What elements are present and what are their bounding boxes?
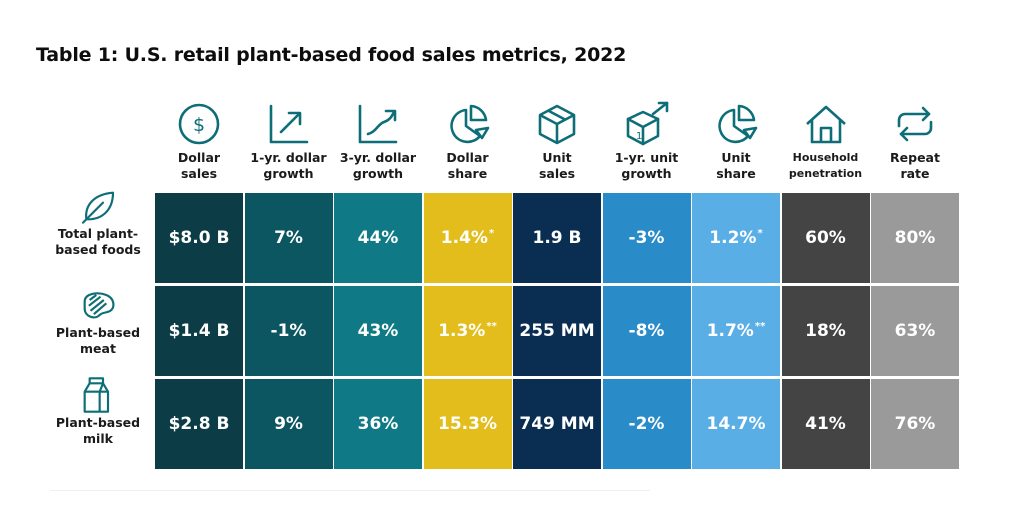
table-cell: 7% <box>244 193 333 283</box>
table-cell: 1.3% ** <box>423 286 512 376</box>
table-cell: -1% <box>244 286 333 376</box>
column-header: 3-yr. dollar growth <box>334 100 422 182</box>
cell-value: -8% <box>628 321 665 341</box>
cell-footnote-marker: ** <box>486 320 497 332</box>
column-header: Dollar share <box>424 100 512 182</box>
table-cell: -2% <box>602 379 691 469</box>
box-arrow-icon: 1 <box>623 100 671 148</box>
table-cell: 1.9 B <box>513 193 601 283</box>
table-cell: 15.3% <box>423 379 512 469</box>
cell-value: $2.8 B <box>168 414 230 434</box>
table-cell: $8.0 B <box>155 193 243 283</box>
table-cell: 749 MM <box>513 379 601 469</box>
cell-value: 1.9 B <box>532 228 582 248</box>
cell-value: 1.2% <box>709 228 757 248</box>
row-label: Plant-based meat <box>55 325 141 356</box>
table-cell: 9% <box>244 379 333 469</box>
growth-curve-icon <box>354 100 402 148</box>
table-cell: 43% <box>334 286 422 376</box>
column-header-label: Dollar sales <box>177 150 221 181</box>
column-header: 1-yr. dollar growth <box>245 100 333 182</box>
pie-chart-icon <box>444 100 492 148</box>
svg-text:1: 1 <box>636 131 642 142</box>
cell-value: 1.4% <box>440 228 488 248</box>
table-cell: 255 MM <box>513 286 601 376</box>
column-header-label: 1-yr. unit growth <box>614 150 679 181</box>
leaf-icon <box>78 186 118 226</box>
column-header-label: 1-yr. dollar growth <box>250 150 327 181</box>
table-cell: -8% <box>602 286 691 376</box>
table-title: Table 1: U.S. retail plant-based food sa… <box>36 44 627 66</box>
column-header-label: Repeat rate <box>890 150 940 181</box>
cell-value: 43% <box>357 321 399 341</box>
column-header-label: Household penetration <box>788 151 863 180</box>
box-icon <box>533 100 581 148</box>
row-label: Total plant- based foods <box>55 226 141 257</box>
cell-footnote-marker: * <box>757 227 763 239</box>
cell-value: 15.3% <box>438 414 497 434</box>
cell-value: 63% <box>894 321 936 341</box>
cell-value: $8.0 B <box>168 228 230 248</box>
column-header-label: Unit share <box>716 150 756 181</box>
metrics-grid: $8.0 B 7% 44% 1.4% * 1.9 B -3% 1.2% * 60% 80% $1.4 … <box>155 193 959 469</box>
table-cell: 18% <box>781 286 870 376</box>
cell-value: 18% <box>805 321 846 341</box>
cell-value: -1% <box>270 321 307 341</box>
column-header: Unit sales <box>513 100 601 182</box>
house-icon <box>802 100 850 148</box>
cell-value: 36% <box>357 414 399 434</box>
cell-value: 749 MM <box>519 414 595 434</box>
cell-value: 1.7% <box>706 321 754 341</box>
column-header: Household penetration <box>782 100 870 182</box>
svg-text:$: $ <box>193 114 205 136</box>
dollar-coin-icon: $ <box>175 100 223 148</box>
column-header-label: Dollar share <box>446 150 489 181</box>
table-cell: $1.4 B <box>155 286 243 376</box>
footnote-divider <box>50 490 650 491</box>
cell-footnote-marker: ** <box>754 320 766 332</box>
table-cell: 1.4% * <box>423 193 512 283</box>
table-cell: -3% <box>602 193 691 283</box>
column-header-label: Unit sales <box>538 150 576 181</box>
cell-value: 60% <box>805 228 846 248</box>
pie-chart-icon <box>712 100 760 148</box>
cell-value: -2% <box>628 414 665 434</box>
column-header-label: 3-yr. dollar growth <box>339 150 417 181</box>
table-cell: 14.7% <box>692 379 780 469</box>
column-header: Unit share <box>692 100 780 182</box>
table-cell: 1.7% ** <box>692 286 780 376</box>
table-cell: 44% <box>334 193 422 283</box>
table-cell: 63% <box>871 286 959 376</box>
cell-value: 7% <box>274 228 303 248</box>
cell-value: 9% <box>274 414 303 434</box>
column-header: 1 1-yr. unit growth <box>603 100 691 182</box>
repeat-icon <box>891 100 939 148</box>
cell-value: 14.7% <box>706 414 766 434</box>
column-header: $ Dollar sales <box>155 100 243 182</box>
column-header: Repeat rate <box>871 100 959 182</box>
steak-icon <box>78 285 118 325</box>
row-header: Plant-based meat <box>48 285 148 357</box>
milk-carton-icon <box>78 375 118 415</box>
cell-value: 255 MM <box>519 321 595 341</box>
table-cell: 36% <box>334 379 422 469</box>
cell-value: 1.3% <box>438 321 486 341</box>
table-cell: 76% <box>871 379 959 469</box>
growth-arrow-icon <box>265 100 313 148</box>
cell-value: $1.4 B <box>168 321 230 341</box>
table-cell: 41% <box>781 379 870 469</box>
cell-value: 80% <box>894 228 936 248</box>
row-header: Total plant- based foods <box>48 186 148 258</box>
table-cell: 80% <box>871 193 959 283</box>
cell-value: 44% <box>357 228 399 248</box>
row-header: Plant-based milk <box>48 375 148 447</box>
cell-value: -3% <box>628 228 665 248</box>
cell-value: 41% <box>805 414 846 434</box>
table-cell: $2.8 B <box>155 379 243 469</box>
table-cell: 1.2% * <box>692 193 780 283</box>
row-label: Plant-based milk <box>55 415 141 446</box>
cell-value: 76% <box>894 414 936 434</box>
cell-footnote-marker: * <box>488 227 495 239</box>
table-cell: 60% <box>781 193 870 283</box>
